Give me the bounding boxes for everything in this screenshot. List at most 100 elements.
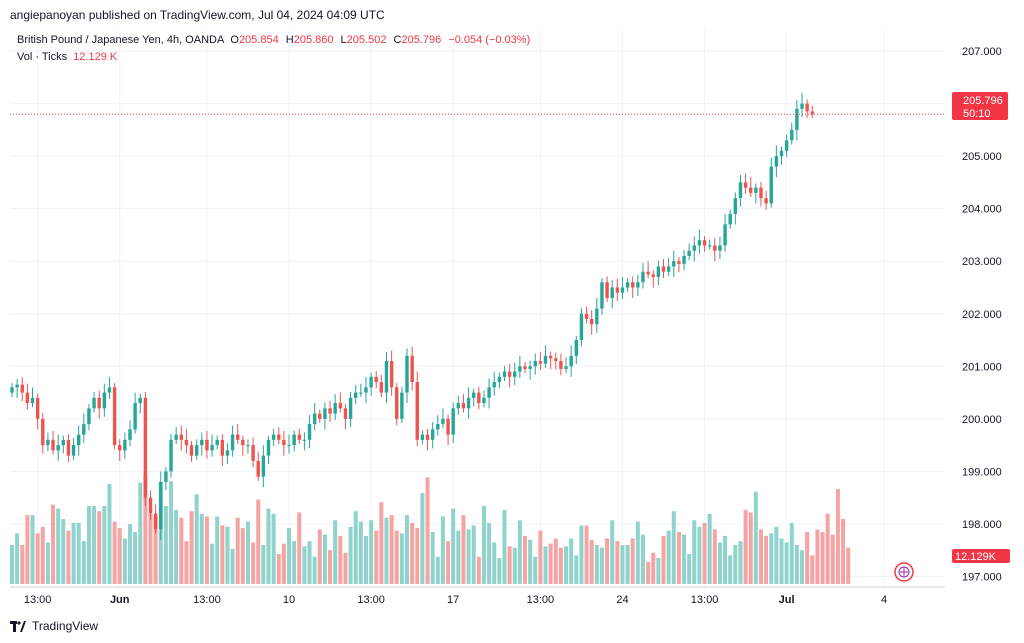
volume-bar [184, 541, 189, 584]
volume-label[interactable]: Vol · Ticks [17, 51, 68, 63]
globe-icon[interactable] [894, 562, 914, 582]
candle [636, 274, 640, 296]
candle [589, 310, 594, 335]
volume-bar [45, 542, 50, 584]
candle [210, 434, 214, 457]
volume-bar [794, 545, 799, 584]
volume-bar [528, 539, 533, 584]
candle [749, 177, 753, 198]
volume-bar [538, 530, 543, 584]
volume-bar [76, 522, 81, 584]
candle [666, 257, 671, 276]
volume-bars [10, 474, 851, 584]
volume-bar [589, 539, 594, 584]
volume-bar [256, 499, 261, 584]
volume-bar [122, 538, 127, 584]
open-value: 205.854 [238, 34, 279, 46]
candle [631, 276, 635, 298]
candle [200, 432, 204, 456]
candle [446, 414, 450, 446]
candle [174, 427, 178, 445]
volume-bar [830, 534, 835, 584]
candle [538, 352, 543, 370]
candle [743, 173, 748, 194]
candle [420, 430, 425, 445]
volume-bar [230, 548, 235, 584]
candle [118, 439, 122, 461]
candle [61, 435, 65, 454]
candle [82, 413, 86, 444]
time-tick-label: 10 [283, 594, 295, 606]
change-value: −0.054 (−0.03%) [448, 34, 531, 46]
volume-bar [297, 512, 302, 584]
candle [205, 430, 209, 459]
volume-bar [328, 550, 333, 584]
volume-bar [512, 547, 517, 584]
candle [225, 443, 230, 465]
volume-bar [779, 538, 784, 584]
candle [343, 404, 348, 430]
candle [297, 428, 301, 445]
candle [333, 394, 337, 420]
volume-bar [163, 506, 168, 584]
footer-brand[interactable]: TradingView [10, 619, 98, 633]
candle [548, 351, 553, 369]
volume-bar [127, 524, 132, 584]
candle [569, 345, 573, 377]
volume-bar [615, 541, 620, 584]
candle [805, 99, 809, 118]
volume-bar [333, 520, 338, 584]
candle [441, 408, 445, 429]
candle [451, 402, 455, 444]
candle [41, 413, 45, 454]
candle [282, 430, 286, 456]
candle [713, 238, 717, 262]
candle [564, 357, 568, 374]
candle [241, 435, 245, 456]
price-tick-label: 205.000 [962, 151, 1002, 163]
candle [810, 105, 814, 119]
volume-bar [271, 513, 276, 584]
time-tick-label: 13:00 [193, 594, 221, 606]
candle [651, 270, 655, 288]
candle [425, 428, 430, 451]
candle [487, 378, 491, 409]
candle [395, 383, 399, 426]
volume-bar [846, 547, 851, 584]
volume-bar [399, 533, 404, 584]
volume-bar [820, 532, 825, 584]
time-axis[interactable]: 13:00 Jun 13:00 10 13:00 17 13:00 24 13:00 Jul 4 [24, 594, 887, 606]
candle [220, 434, 225, 467]
candle [518, 355, 522, 378]
price-tick-label: 200.000 [962, 414, 1002, 426]
volume-bar [758, 529, 763, 584]
price-axis[interactable]: 207.000206.000205.000204.000203.000202.0… [962, 46, 1002, 583]
volume-bar [169, 481, 174, 584]
symbol-description[interactable]: British Pound / Japanese Yen, 4h, OANDA [17, 34, 225, 46]
candle [672, 250, 676, 277]
volume-bar [666, 530, 671, 584]
volume-bar [92, 506, 97, 584]
candle [169, 434, 173, 478]
volume-bar [369, 520, 374, 584]
volume-bar [240, 528, 245, 584]
candle [523, 362, 527, 374]
candle [312, 403, 317, 431]
candle [25, 383, 30, 410]
publisher-line: angiepanoyan published on TradingView.co… [10, 8, 385, 22]
candle [384, 352, 389, 404]
price-badge-countdown: 50:10 [963, 108, 991, 120]
candle [112, 383, 117, 450]
volume-bar [610, 520, 615, 584]
candle [328, 400, 332, 423]
candle [718, 236, 722, 260]
candle [410, 346, 414, 391]
volume-bar [553, 538, 558, 584]
candle [600, 278, 604, 315]
volume-bar [266, 508, 271, 584]
brand-name: TradingView [32, 619, 99, 633]
volume-bar [523, 535, 527, 584]
candle [472, 388, 476, 407]
candle [138, 393, 142, 414]
